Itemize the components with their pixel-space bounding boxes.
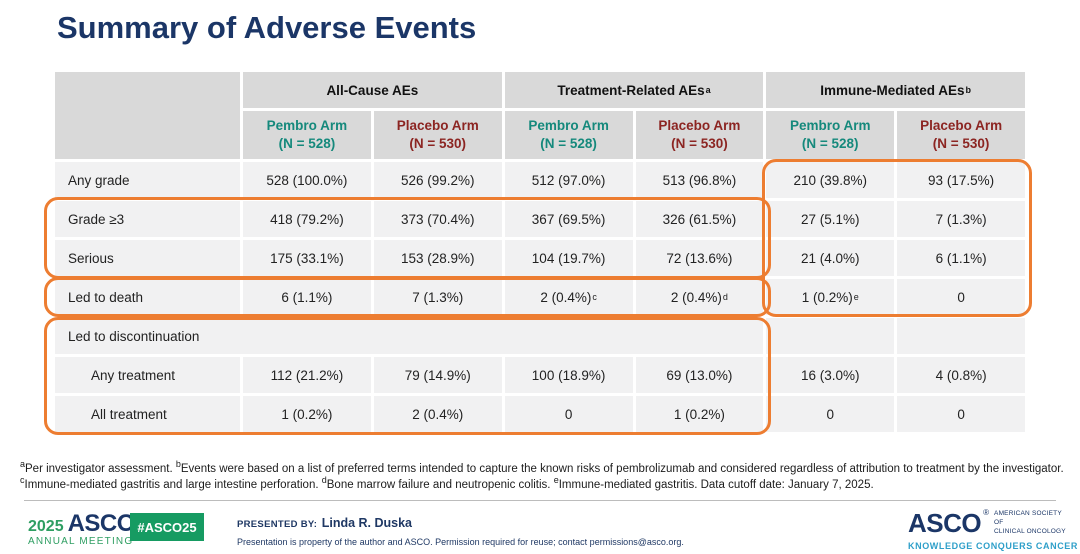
table-cell: 528 (100.0%) bbox=[243, 162, 371, 198]
table-cell: 2 (0.4%) bbox=[373, 396, 502, 432]
column-header-related-placebo: Placebo Arm (N = 530) bbox=[635, 111, 764, 159]
table-cell-empty bbox=[897, 318, 1025, 354]
footer-divider bbox=[24, 500, 1056, 501]
row-label-any-treatment: Any treatment bbox=[55, 357, 240, 393]
table-cell: 21 (4.0%) bbox=[766, 240, 895, 276]
table-cell: 0 bbox=[897, 279, 1025, 315]
table-cell: 0 bbox=[897, 396, 1025, 432]
asco-annual-meeting-logo: 2025 ASCO® ANNUAL MEETING bbox=[28, 510, 141, 547]
table-cell: 100 (18.9%) bbox=[504, 357, 633, 393]
table-cell: 6 (1.1%) bbox=[897, 240, 1025, 276]
table-cell: 2 (0.4%) c bbox=[504, 279, 633, 315]
table-cell: 7 (1.3%) bbox=[373, 279, 502, 315]
footnote-line-2: cImmune-mediated gastritis and large int… bbox=[20, 474, 874, 491]
registered-mark: ® bbox=[983, 508, 990, 517]
table-cell: 2 (0.4%) d bbox=[635, 279, 764, 315]
table-cell: 0 bbox=[766, 396, 895, 432]
presented-by-label: PRESENTED BY: bbox=[237, 519, 318, 530]
row-label-led-to-discontinuation: Led to discontinuation bbox=[55, 318, 764, 354]
table-cell: 4 (0.8%) bbox=[897, 357, 1025, 393]
column-header-related-pembro: Pembro Arm (N = 528) bbox=[504, 111, 633, 159]
page-title: Summary of Adverse Events bbox=[57, 10, 477, 45]
table-cell: 512 (97.0%) bbox=[504, 162, 633, 198]
row-label-serious: Serious bbox=[55, 240, 240, 276]
row-label-all-treatment: All treatment bbox=[55, 396, 240, 432]
column-header-allcause-pembro: Pembro Arm (N = 528) bbox=[243, 111, 371, 159]
asco-society-wordmark: ASCO bbox=[908, 508, 982, 538]
table-cell: 112 (21.2%) bbox=[243, 357, 371, 393]
society-tagline: KNOWLEDGE CONQUERS CANCER bbox=[908, 541, 1079, 551]
column-header-immune-placebo: Placebo Arm (N = 530) bbox=[897, 111, 1025, 159]
table-cell: 0 bbox=[504, 396, 633, 432]
table-cell: 326 (61.5%) bbox=[635, 201, 764, 237]
column-header-immune-pembro: Pembro Arm (N = 528) bbox=[766, 111, 895, 159]
table-cell: 153 (28.9%) bbox=[373, 240, 502, 276]
column-header-allcause-placebo: Placebo Arm (N = 530) bbox=[373, 111, 502, 159]
table-cell: 1 (0.2%) e bbox=[766, 279, 895, 315]
adverse-events-table: All-Cause AEs Treatment-Related AEs a Imm… bbox=[55, 72, 1025, 432]
table-cell: 1 (0.2%) bbox=[243, 396, 371, 432]
table-cell: 373 (70.4%) bbox=[373, 201, 502, 237]
table-corner-cell bbox=[55, 72, 240, 159]
table-cell: 1 (0.2%) bbox=[635, 396, 764, 432]
row-label-any-grade: Any grade bbox=[55, 162, 240, 198]
table-cell: 93 (17.5%) bbox=[897, 162, 1025, 198]
table-cell: 175 (33.1%) bbox=[243, 240, 371, 276]
hashtag-badge: #ASCO25 bbox=[130, 513, 204, 541]
logo-year: 2025 bbox=[28, 518, 64, 535]
society-name: AMERICAN SOCIETY OF CLINICAL ONCOLOGY bbox=[994, 510, 1066, 535]
column-group-all-cause: All-Cause AEs bbox=[243, 72, 502, 108]
table-cell: 7 (1.3%) bbox=[897, 201, 1025, 237]
table-cell: 27 (5.1%) bbox=[766, 201, 895, 237]
column-group-treatment-related: Treatment-Related AEs a bbox=[504, 72, 764, 108]
presented-by-block: PRESENTED BY: Linda R. Duska Presentatio… bbox=[237, 514, 684, 547]
table-cell-empty bbox=[766, 318, 895, 354]
annual-meeting-label: ANNUAL MEETING bbox=[28, 536, 134, 547]
presenter-name: Linda R. Duska bbox=[321, 516, 413, 530]
table-cell: 79 (14.9%) bbox=[373, 357, 502, 393]
asco-society-logo: ASCO ® AMERICAN SOCIETY OF CLINICAL ONCO… bbox=[908, 508, 1079, 551]
footnotes: aPer investigator assessment. bEvents we… bbox=[20, 459, 1070, 493]
table-cell: 418 (79.2%) bbox=[243, 201, 371, 237]
table-cell: 72 (13.6%) bbox=[635, 240, 764, 276]
table-cell: 210 (39.8%) bbox=[766, 162, 895, 198]
table-cell: 513 (96.8%) bbox=[635, 162, 764, 198]
table-cell: 6 (1.1%) bbox=[243, 279, 371, 315]
row-label-led-to-death: Led to death bbox=[55, 279, 240, 315]
table-cell: 526 (99.2%) bbox=[373, 162, 502, 198]
permission-disclaimer: Presentation is property of the author a… bbox=[237, 537, 684, 547]
row-label-grade-3: Grade ≥3 bbox=[55, 201, 240, 237]
table-cell: 367 (69.5%) bbox=[504, 201, 633, 237]
column-group-immune-mediated: Immune-Mediated AEs b bbox=[766, 72, 1025, 108]
footnote-line-1: aPer investigator assessment. bEvents we… bbox=[20, 459, 1064, 475]
table-cell: 69 (13.0%) bbox=[635, 357, 764, 393]
table-cell: 16 (3.0%) bbox=[766, 357, 895, 393]
table-cell: 104 (19.7%) bbox=[504, 240, 633, 276]
